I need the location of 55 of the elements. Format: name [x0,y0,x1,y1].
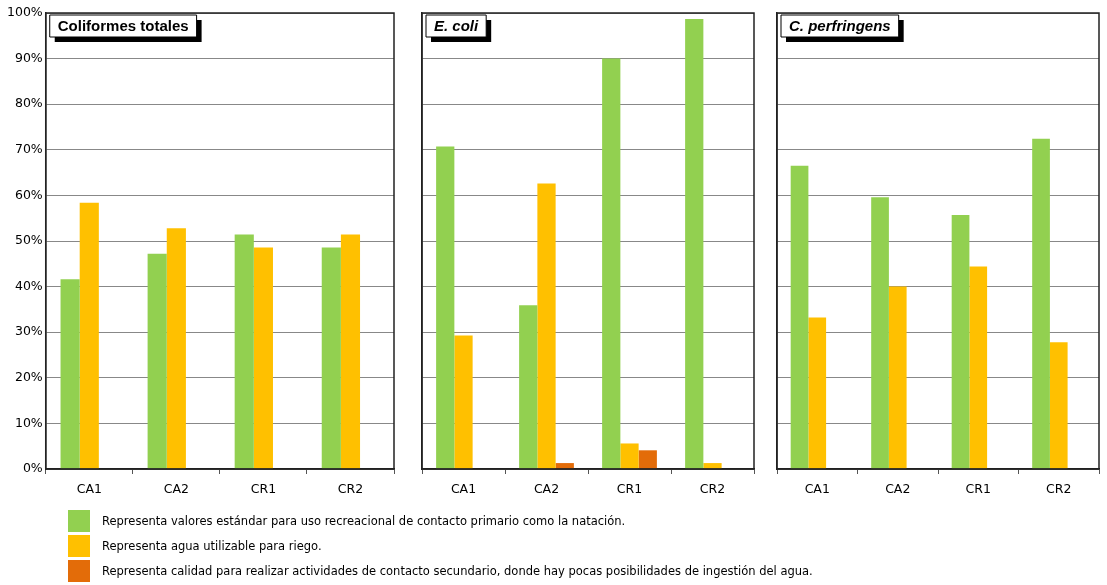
x-tick-label: CR2 [1046,480,1072,496]
y-tick-label: 100% [6,4,43,20]
y-tick-label: 10% [14,414,43,430]
bar [340,234,361,469]
bar [321,247,341,469]
bar [602,58,621,469]
bar [166,228,186,469]
bar [79,202,99,469]
bar [620,443,639,469]
bar [790,165,809,469]
y-tick-label: 90% [14,49,43,65]
chart-title: Coliformes totales [57,17,189,35]
bar [871,197,889,469]
bar [888,286,907,469]
x-tick-label: CR1 [965,480,991,496]
y-tick-label: 30% [14,323,43,339]
bar [808,317,827,469]
bar [703,463,722,469]
y-tick-label: 70% [14,141,43,157]
bar [147,253,167,469]
y-tick-label: 80% [14,95,43,111]
y-tick-label: 60% [14,186,43,202]
x-tick-label: CR2 [337,480,364,496]
x-tick-label: CA1 [76,480,102,496]
bar [519,305,538,469]
bar [436,146,455,469]
bar [685,18,704,469]
chart-title: C. perfringens [789,17,891,35]
bar [454,335,473,469]
x-tick-label: CA1 [804,480,830,496]
x-tick-label: CA2 [533,480,560,496]
x-tick-label: CA1 [450,480,477,496]
bar [638,450,657,469]
y-tick-label: 50% [14,232,43,248]
y-tick-label: 20% [14,369,43,385]
y-tick-label: 0% [22,460,43,476]
bar [1049,342,1068,469]
x-tick-label: CR1 [250,480,277,496]
x-tick-label: CA2 [163,480,189,496]
bar [537,183,556,469]
bar [234,234,254,469]
y-tick-label: 40% [14,277,43,293]
bar [253,247,273,469]
bar [60,279,80,469]
chart-title: E. coli [434,17,480,35]
x-tick-label: CR1 [616,480,643,496]
legend-label: Representa agua utilizable para riego. [102,538,322,553]
bar [951,215,970,469]
x-tick-label: CA2 [885,480,911,496]
bar [1032,138,1050,469]
bar [555,463,574,469]
legend-label: Representa valores estándar para uso recreacional de contacto primario como la natación. [102,513,626,528]
x-tick-label: CR2 [699,480,726,496]
legend-label: Representa calidad para realizar actividades de contacto secundario, donde hay pocas posibilidades de ingestión del agua. [102,563,813,578]
bar [969,266,988,469]
